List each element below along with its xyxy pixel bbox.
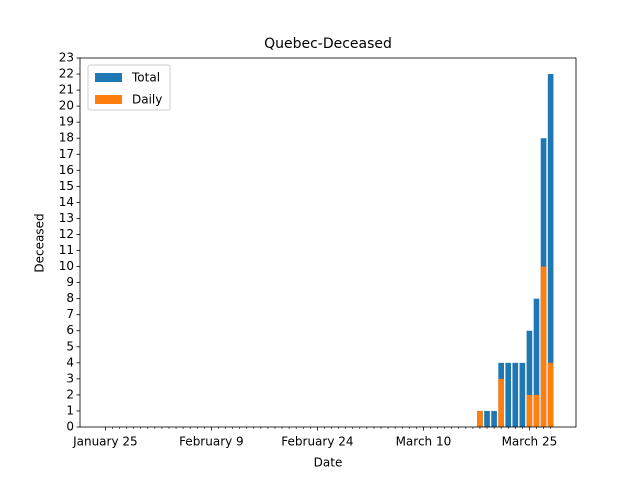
x-axis-label: Date bbox=[314, 456, 343, 470]
chart-title: Quebec-Deceased bbox=[264, 36, 392, 52]
y-tick-label: 0 bbox=[66, 420, 74, 434]
legend-label: Daily bbox=[132, 93, 162, 107]
legend-label: Total bbox=[131, 71, 160, 85]
y-tick-label: 4 bbox=[66, 355, 74, 369]
x-tick-label: March 25 bbox=[502, 435, 558, 449]
y-axis-label: Deceased bbox=[33, 213, 47, 272]
y-tick-label: 5 bbox=[66, 339, 74, 353]
bar bbox=[477, 410, 483, 427]
y-tick-label: 7 bbox=[66, 307, 74, 321]
y-tick-label: 6 bbox=[66, 323, 74, 337]
y-tick-label: 3 bbox=[66, 371, 74, 385]
bar bbox=[547, 74, 554, 427]
y-tick-label: 15 bbox=[59, 179, 74, 193]
x-tick-label: January 25 bbox=[72, 435, 138, 449]
bar bbox=[526, 394, 533, 427]
legend-swatch bbox=[95, 95, 122, 104]
bar bbox=[519, 362, 526, 427]
y-tick-label: 16 bbox=[59, 163, 74, 177]
bar bbox=[547, 362, 554, 427]
y-tick-label: 9 bbox=[66, 275, 74, 289]
bar bbox=[491, 410, 497, 427]
bar bbox=[498, 378, 504, 427]
y-tick-label: 2 bbox=[66, 387, 74, 401]
legend-swatch bbox=[95, 73, 122, 82]
y-tick-label: 8 bbox=[66, 291, 74, 305]
y-tick-label: 23 bbox=[59, 51, 74, 65]
x-tick-label: February 24 bbox=[281, 435, 353, 449]
axes-frame bbox=[79, 57, 577, 428]
y-tick-label: 12 bbox=[59, 227, 74, 241]
bar bbox=[540, 266, 547, 427]
y-tick-label: 22 bbox=[59, 67, 74, 81]
x-tick-label: February 9 bbox=[179, 435, 244, 449]
y-tick-label: 13 bbox=[59, 211, 74, 225]
y-tick-label: 17 bbox=[59, 147, 74, 161]
y-tick-label: 19 bbox=[59, 115, 74, 129]
y-tick-label: 10 bbox=[59, 259, 74, 273]
y-tick-label: 14 bbox=[59, 195, 74, 209]
y-tick-label: 21 bbox=[59, 83, 74, 97]
y-tick-label: 1 bbox=[66, 403, 74, 417]
y-tick-label: 11 bbox=[59, 243, 74, 257]
y-tick-label: 20 bbox=[59, 99, 74, 113]
bar bbox=[533, 394, 540, 427]
bar bbox=[484, 410, 490, 427]
bar bbox=[526, 330, 533, 427]
y-tick-label: 18 bbox=[59, 131, 74, 145]
bar bbox=[505, 362, 512, 427]
x-tick-label: March 10 bbox=[396, 435, 452, 449]
bar bbox=[533, 298, 540, 427]
bar bbox=[512, 362, 519, 427]
